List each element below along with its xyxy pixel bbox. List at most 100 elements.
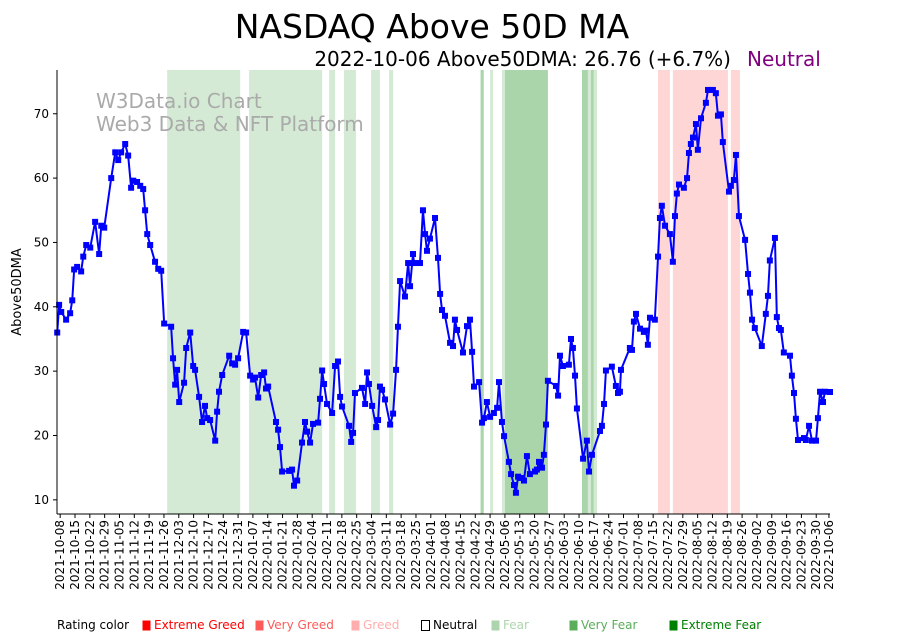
band-fear — [249, 70, 323, 514]
band-very-fear — [590, 70, 594, 514]
data-point — [187, 329, 194, 336]
data-point — [439, 307, 446, 314]
band-greed — [730, 70, 740, 514]
data-point — [777, 326, 784, 333]
data-point — [437, 290, 444, 297]
x-tick-label: 2021-12-03 — [172, 520, 186, 590]
data-point — [543, 421, 550, 428]
data-point — [817, 388, 824, 395]
data-point — [416, 260, 423, 267]
data-point — [556, 352, 563, 359]
data-point — [332, 363, 339, 369]
data-point — [140, 186, 147, 193]
x-tick-label: 2022-04-08 — [439, 520, 453, 590]
x-tick-label: 2022-09-02 — [750, 520, 764, 590]
data-point — [161, 320, 168, 327]
data-point — [684, 175, 691, 182]
band-greed — [672, 70, 728, 514]
data-point — [364, 369, 371, 376]
data-point — [122, 141, 129, 147]
data-point — [419, 207, 426, 214]
data-point — [806, 422, 813, 429]
data-point — [487, 413, 494, 420]
band-fear — [167, 70, 241, 514]
data-point — [540, 451, 547, 458]
x-tick-label: 2022-09-16 — [780, 520, 794, 590]
band-very-fear — [582, 70, 588, 514]
data-point — [168, 323, 175, 330]
data-point — [315, 419, 322, 426]
data-point — [565, 361, 572, 368]
x-tick-label: 2022-09-30 — [809, 520, 823, 590]
data-point — [376, 383, 383, 390]
data-point — [190, 363, 197, 369]
data-point — [479, 419, 486, 426]
x-tick-label: 2021-10-08 — [53, 520, 67, 590]
data-point — [727, 182, 734, 189]
x-tick-label: 2022-06-10 — [572, 520, 586, 590]
x-tick-label: 2022-03-18 — [394, 520, 408, 590]
data-point — [580, 455, 587, 462]
data-point — [350, 429, 357, 436]
legend-swatch — [255, 620, 264, 631]
data-point — [375, 417, 382, 424]
watermark-line-1: W3Data.io Chart — [96, 89, 262, 113]
data-point — [277, 444, 284, 451]
band-fear — [593, 70, 598, 514]
x-tick-label: 2022-04-01 — [424, 520, 438, 590]
data-point — [451, 316, 458, 323]
data-point — [279, 468, 286, 475]
x-tick-label: 2022-07-15 — [646, 520, 660, 590]
data-point — [656, 215, 663, 221]
data-point — [192, 366, 199, 373]
watermark-line-2: Web3 Data & NFT Platform — [96, 112, 364, 136]
data-point — [821, 388, 828, 395]
data-point — [598, 422, 605, 429]
data-point — [255, 394, 262, 401]
data-point — [476, 379, 483, 386]
data-point — [83, 242, 90, 249]
x-tick-label: 2022-01-21 — [276, 520, 290, 590]
data-point — [662, 222, 669, 229]
data-point — [602, 367, 609, 374]
data-point — [508, 471, 515, 478]
data-point — [725, 188, 732, 195]
y-tick-label: 30 — [34, 364, 49, 378]
band-fear — [371, 70, 380, 514]
data-point — [339, 403, 346, 410]
data-point — [628, 346, 635, 353]
x-tick-label: 2022-05-20 — [528, 520, 542, 590]
data-point — [490, 409, 497, 416]
data-point — [795, 437, 802, 443]
rating-label: Neutral — [747, 47, 821, 71]
data-point — [134, 178, 141, 185]
data-point — [470, 383, 477, 390]
data-point — [118, 149, 125, 156]
chart-title: NASDAQ Above 50D MA — [235, 7, 630, 46]
legend-item-label: Fear — [503, 618, 529, 632]
data-point — [511, 482, 518, 489]
data-point — [63, 316, 70, 323]
data-point — [552, 382, 559, 389]
x-tick-label: 2022-03-25 — [409, 520, 423, 590]
band-fear — [587, 70, 591, 514]
data-point — [212, 437, 219, 444]
data-point — [346, 422, 353, 429]
data-point — [275, 426, 282, 433]
data-point — [92, 218, 99, 225]
data-point — [58, 308, 65, 315]
data-point — [597, 427, 604, 434]
data-point — [390, 410, 397, 417]
data-point — [176, 399, 183, 406]
data-point — [147, 242, 154, 249]
data-point — [644, 341, 651, 348]
y-tick-label: 70 — [34, 107, 49, 121]
data-point — [87, 244, 94, 251]
data-point — [676, 181, 683, 188]
data-point — [226, 352, 233, 359]
data-point — [658, 202, 665, 209]
data-point — [447, 339, 454, 346]
data-point — [426, 235, 433, 242]
data-point — [310, 420, 317, 427]
data-point — [235, 355, 242, 362]
